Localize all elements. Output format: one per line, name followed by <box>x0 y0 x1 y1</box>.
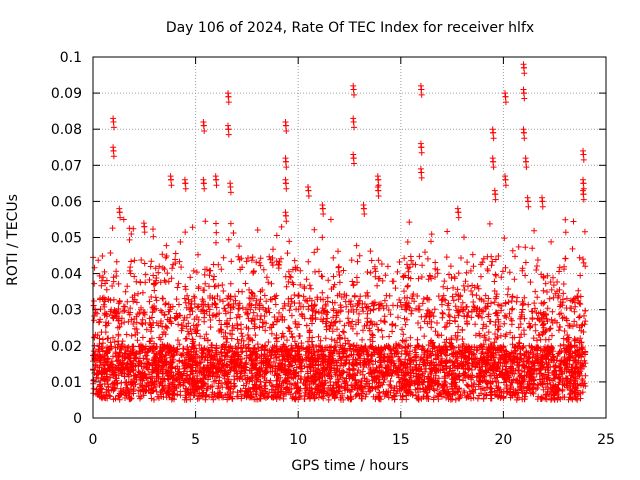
roti-spike-point <box>375 187 382 194</box>
roti-spike-point <box>305 187 312 194</box>
roti-spike-point <box>539 198 546 205</box>
chart-title: Day 106 of 2024, Rate Of TEC Index for r… <box>166 20 534 36</box>
y-tick-label: 0.1 <box>60 50 82 66</box>
roti-spike-point <box>580 151 587 158</box>
x-tick-label: 20 <box>494 432 512 448</box>
roti-spike-point <box>110 118 117 125</box>
roti-spike-point <box>141 223 148 230</box>
roti-spike-point <box>490 129 497 136</box>
roti-spike-point <box>418 86 425 93</box>
roti-spike-point <box>225 93 232 100</box>
roti-spike-point <box>182 180 189 187</box>
roti-spike-point <box>360 205 367 212</box>
plot-frame <box>92 56 607 419</box>
roti-spike-point <box>282 158 289 165</box>
roti-spike-point <box>350 86 357 93</box>
y-tick-label: 0.06 <box>51 194 82 210</box>
x-axis-label: GPS time / hours <box>291 458 408 474</box>
x-tick-label: 0 <box>89 432 98 448</box>
roti-spike-point <box>227 183 234 190</box>
roti-spike-point <box>282 180 289 187</box>
roti-spike-point <box>525 198 532 205</box>
roti-spike-point <box>350 118 357 125</box>
y-tick-label: 0.09 <box>51 86 82 102</box>
x-tick-label: 10 <box>289 432 307 448</box>
roti-plus-markers <box>90 61 589 403</box>
roti-spike-point <box>455 209 462 216</box>
roti-spike-point <box>116 209 123 216</box>
roti-spike-point <box>580 180 587 187</box>
roti-spike-point <box>490 158 497 165</box>
y-tick-label: 0.02 <box>51 339 82 355</box>
roti-spike-point <box>319 205 326 212</box>
y-tick-label: 0.03 <box>51 303 82 319</box>
y-tick-label: 0.07 <box>51 158 82 174</box>
roti-spike-point <box>282 122 289 129</box>
x-tick-label: 5 <box>191 432 200 448</box>
y-tick-label: 0 <box>73 411 82 427</box>
roti-spike-point <box>520 64 527 71</box>
y-tick-label: 0.01 <box>51 375 82 391</box>
x-tick-label: 25 <box>597 432 615 448</box>
y-tick-label: 0.05 <box>51 231 82 247</box>
y-tick-label: 0.08 <box>51 122 82 138</box>
roti-spike-point <box>418 144 425 151</box>
roti-spike-point <box>213 176 220 183</box>
roti-spike-point <box>200 180 207 187</box>
roti-spike-point <box>418 169 425 176</box>
roti-spike-point <box>502 93 509 100</box>
roti-spike-point <box>350 155 357 162</box>
roti-spike-point <box>492 191 499 198</box>
roti-spike-point <box>110 147 117 154</box>
y-tick-label: 0.04 <box>51 267 82 283</box>
y-axis-label: ROTI / TECUs <box>5 194 21 286</box>
roti-spike-point <box>522 158 529 165</box>
roti-spike-point <box>167 176 174 183</box>
roti-spike-point <box>580 191 587 198</box>
data-points <box>90 61 589 403</box>
roti-spike-point <box>282 212 289 219</box>
roti-spike-point <box>520 90 527 97</box>
roti-spike-point <box>375 176 382 183</box>
roti-spike-point <box>225 126 232 133</box>
axis-ticks: 0 0.01 0.02 0.03 0.04 0.05 0.06 0.07 0.08 0.09 0.1… <box>51 50 615 448</box>
roti-spike-point <box>502 176 509 183</box>
x-tick-label: 15 <box>392 432 410 448</box>
roti-spike-point <box>200 122 207 129</box>
roti-spike-point <box>520 129 527 136</box>
